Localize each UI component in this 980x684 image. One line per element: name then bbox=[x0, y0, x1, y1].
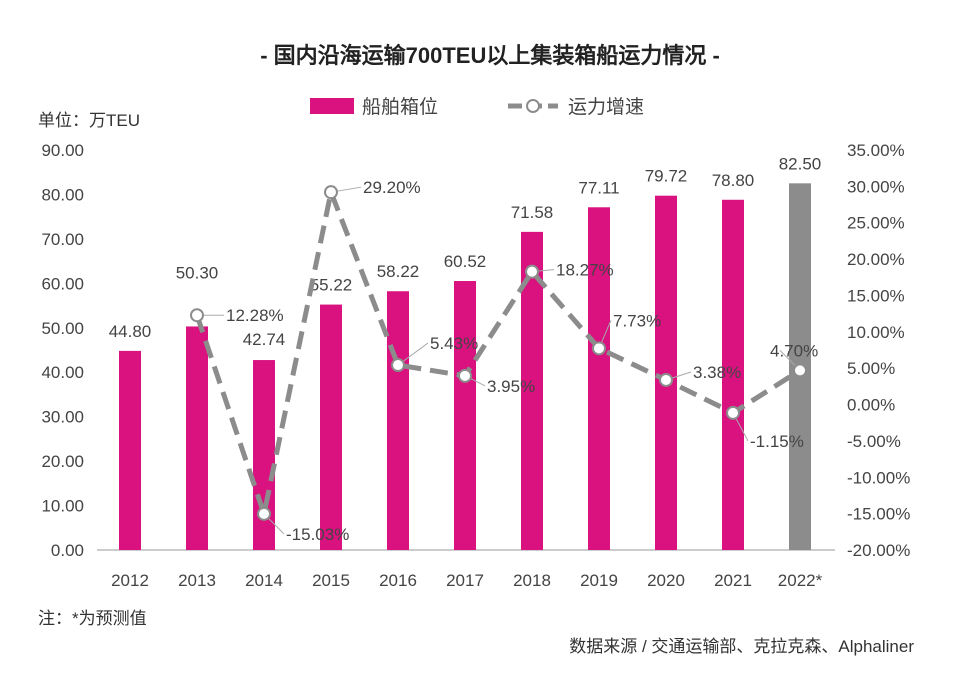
right-tick-label: 0.00% bbox=[847, 396, 895, 415]
bar bbox=[119, 350, 141, 550]
growth-marker bbox=[726, 405, 740, 420]
legend-bar-label: 船舶箱位 bbox=[362, 97, 439, 118]
right-tick-label: 15.00% bbox=[847, 286, 905, 305]
left-tick-label: 40.00 bbox=[41, 363, 84, 382]
left-tick-label: 60.00 bbox=[41, 274, 84, 293]
growth-marker bbox=[525, 264, 539, 279]
bar-value-label: 55.22 bbox=[310, 276, 353, 295]
legend-line-label: 运力增速 bbox=[568, 97, 645, 118]
right-tick-label: -20.00% bbox=[847, 541, 910, 560]
right-tick-label: -15.00% bbox=[847, 505, 910, 524]
x-tick-label: 2021 bbox=[714, 571, 752, 590]
bar bbox=[655, 195, 677, 550]
x-tick-label: 2017 bbox=[446, 571, 484, 590]
legend: 船舶箱位 运力增速 bbox=[310, 92, 644, 119]
x-tick-label: 2013 bbox=[178, 571, 216, 590]
x-tick-label: 2019 bbox=[580, 571, 618, 590]
left-tick-label: 10.00 bbox=[41, 497, 84, 516]
right-tick-label: 25.00% bbox=[847, 214, 905, 233]
bar bbox=[454, 281, 476, 550]
growth-value-label: 18.27% bbox=[556, 261, 614, 280]
bar bbox=[186, 326, 208, 550]
left-tick-label: 80.00 bbox=[41, 185, 84, 204]
left-tick-label: 50.00 bbox=[41, 319, 84, 338]
left-tick-label: 0.00 bbox=[51, 541, 84, 560]
growth-marker bbox=[793, 363, 807, 378]
bar-value-label: 71.58 bbox=[511, 203, 554, 222]
chart-title: - 国内沿海运输700TEU以上集装箱船运力情况 - bbox=[260, 43, 720, 68]
bar-value-label: 79.72 bbox=[645, 167, 688, 186]
growth-marker bbox=[659, 372, 673, 387]
right-tick-label: 10.00% bbox=[847, 323, 905, 342]
footnote: 注：*为预测值 bbox=[38, 609, 147, 628]
growth-marker bbox=[391, 358, 405, 373]
left-tick-label: 20.00 bbox=[41, 452, 84, 471]
right-tick-label: -10.00% bbox=[847, 468, 910, 487]
growth-value-label: 4.70% bbox=[770, 341, 818, 360]
growth-marker bbox=[458, 368, 472, 383]
bar-value-label: 60.52 bbox=[444, 252, 487, 271]
growth-marker bbox=[324, 185, 338, 200]
growth-value-label: 7.73% bbox=[613, 311, 661, 330]
bar-value-label: 44.80 bbox=[109, 322, 152, 341]
bar-value-label: 77.11 bbox=[578, 178, 619, 197]
legend-line-swatch bbox=[508, 98, 559, 113]
x-tick-label: 2012 bbox=[111, 571, 149, 590]
growth-value-label: 29.20% bbox=[363, 178, 421, 197]
left-tick-label: 70.00 bbox=[41, 230, 84, 249]
legend-bar-swatch bbox=[310, 97, 354, 114]
right-tick-label: 20.00% bbox=[847, 250, 905, 269]
bar-value-label: 82.50 bbox=[779, 154, 822, 173]
growth-value-label: -1.15% bbox=[750, 432, 804, 451]
growth-marker bbox=[190, 308, 204, 323]
x-tick-label: 2022* bbox=[778, 571, 823, 590]
left-tick-label: 30.00 bbox=[41, 408, 84, 427]
x-tick-label: 2020 bbox=[647, 571, 685, 590]
bar-value-label: 78.80 bbox=[712, 171, 755, 190]
growth-value-label: 12.28% bbox=[226, 306, 284, 325]
bar bbox=[320, 304, 342, 550]
right-tick-label: 30.00% bbox=[847, 177, 905, 196]
source-note: 数据来源 / 交通运输部、克拉克森、Alphaliner bbox=[569, 637, 914, 656]
left-tick-label: 90.00 bbox=[41, 141, 84, 160]
x-tick-label: 2016 bbox=[379, 571, 417, 590]
growth-marker bbox=[592, 341, 606, 356]
right-tick-label: -5.00% bbox=[847, 432, 901, 451]
bar-value-label: 50.30 bbox=[176, 263, 219, 282]
right-tick-label: 35.00% bbox=[847, 141, 905, 160]
x-tick-label: 2015 bbox=[312, 571, 350, 590]
bar-value-label: 58.22 bbox=[377, 262, 420, 281]
bar bbox=[722, 199, 744, 550]
x-tick-label: 2014 bbox=[245, 571, 283, 590]
growth-value-label: -15.03% bbox=[286, 525, 349, 544]
right-tick-label: 5.00% bbox=[847, 359, 895, 378]
unit-label: 单位：万TEU bbox=[38, 111, 140, 130]
bar-value-label: 42.74 bbox=[243, 330, 286, 349]
bar bbox=[387, 291, 409, 550]
growth-value-label: 3.38% bbox=[693, 363, 741, 382]
x-tick-label: 2018 bbox=[513, 571, 551, 590]
growth-value-label: 3.95% bbox=[487, 377, 535, 396]
bar bbox=[521, 231, 543, 550]
growth-marker bbox=[257, 506, 271, 521]
bar bbox=[588, 207, 610, 551]
growth-value-label: 5.43% bbox=[430, 334, 478, 353]
growth-line bbox=[194, 183, 802, 524]
